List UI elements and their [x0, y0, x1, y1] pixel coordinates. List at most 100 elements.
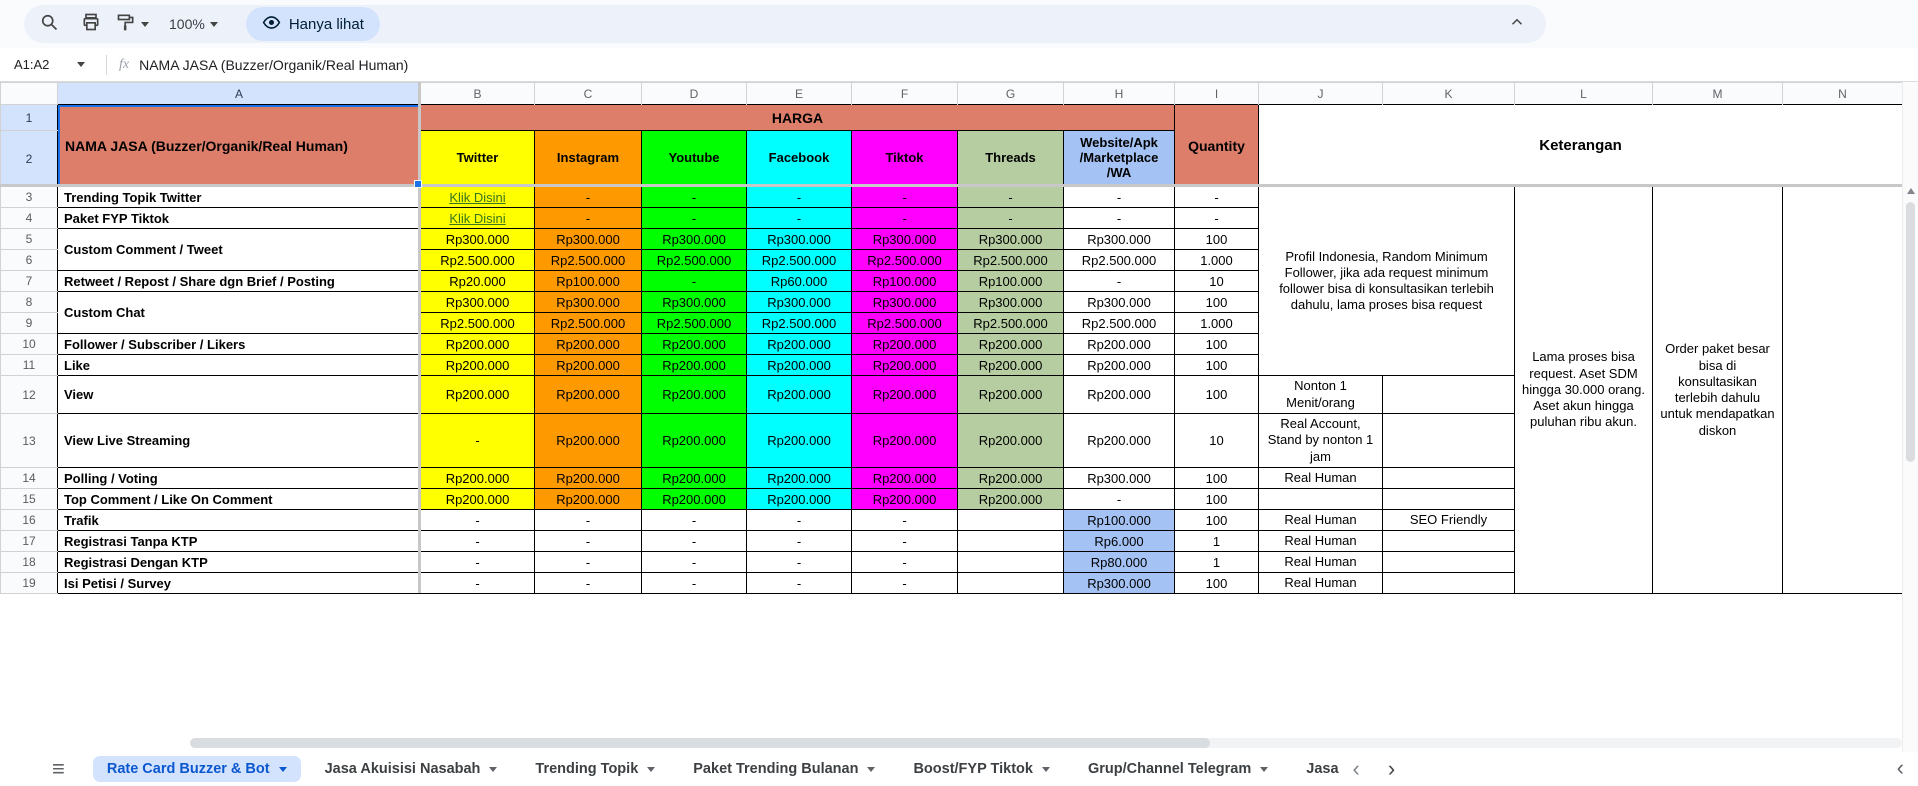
cell-G18[interactable] — [957, 551, 1064, 573]
cell-J14[interactable]: Real Human — [1258, 467, 1383, 489]
cell-C10[interactable]: Rp200.000 — [534, 333, 642, 355]
cell-J15[interactable] — [1258, 488, 1383, 510]
cell-A5-service[interactable]: Custom Comment / Tweet — [57, 228, 421, 271]
cell-E19[interactable]: - — [746, 572, 852, 594]
column-header-B[interactable]: B — [420, 82, 535, 105]
row-header-13[interactable]: 13 — [0, 413, 58, 468]
cell-D12[interactable]: Rp200.000 — [641, 375, 747, 414]
cell-D6[interactable]: Rp2.500.000 — [641, 249, 747, 271]
cell-I13[interactable]: 10 — [1174, 413, 1259, 468]
column-header-A[interactable]: A — [57, 82, 421, 105]
cell-C3[interactable]: - — [534, 186, 642, 208]
cell-E5[interactable]: Rp300.000 — [746, 228, 852, 250]
cell-C14[interactable]: Rp200.000 — [534, 467, 642, 489]
cell-A17-service[interactable]: Registrasi Tanpa KTP — [57, 530, 421, 552]
row-header-16[interactable]: 16 — [0, 509, 58, 531]
cell-B3[interactable]: Klik Disini — [420, 186, 535, 208]
sheet-tab-6[interactable]: Grup/Channel Telegram — [1074, 756, 1282, 782]
cell-I16[interactable]: 100 — [1174, 509, 1259, 531]
cell-B18[interactable]: - — [420, 551, 535, 573]
cell-C11[interactable]: Rp200.000 — [534, 354, 642, 376]
cell-C13[interactable]: Rp200.000 — [534, 413, 642, 468]
print-button[interactable] — [76, 9, 106, 39]
cell-D18[interactable]: - — [641, 551, 747, 573]
cell-G2-platform-header[interactable]: Threads — [957, 130, 1064, 187]
cell-E18[interactable]: - — [746, 551, 852, 573]
cell-H19[interactable]: Rp300.000 — [1063, 572, 1175, 594]
cell-H8[interactable]: Rp300.000 — [1063, 291, 1175, 313]
cell-C7[interactable]: Rp100.000 — [534, 270, 642, 292]
cell-J12[interactable]: Nonton 1 Menit/orang — [1258, 375, 1383, 414]
row-header-12[interactable]: 12 — [0, 375, 58, 414]
cell-E8[interactable]: Rp300.000 — [746, 291, 852, 313]
cell-D11[interactable]: Rp200.000 — [641, 354, 747, 376]
cell-D3[interactable]: - — [641, 186, 747, 208]
cell-B12[interactable]: Rp200.000 — [420, 375, 535, 414]
cell-H15[interactable]: - — [1063, 488, 1175, 510]
cell-C17[interactable]: - — [534, 530, 642, 552]
cell-A10-service[interactable]: Follower / Subscriber / Likers — [57, 333, 421, 355]
cell-H6[interactable]: Rp2.500.000 — [1063, 249, 1175, 271]
cell-L3-note-process[interactable]: Lama proses bisa request. Aset SDM hingg… — [1514, 186, 1653, 594]
cell-F7[interactable]: Rp100.000 — [851, 270, 958, 292]
cell-A8-service[interactable]: Custom Chat — [57, 291, 421, 334]
cell-D14[interactable]: Rp200.000 — [641, 467, 747, 489]
cell-A13-service[interactable]: View Live Streaming — [57, 413, 421, 468]
sheet-tab-5[interactable]: Boost/FYP Tiktok — [899, 756, 1064, 782]
cell-D8[interactable]: Rp300.000 — [641, 291, 747, 313]
column-header-M[interactable]: M — [1652, 82, 1783, 105]
row-header-17[interactable]: 17 — [0, 530, 58, 552]
cell-B8[interactable]: Rp300.000 — [420, 291, 535, 313]
cell-F18[interactable]: - — [851, 551, 958, 573]
cell-F14[interactable]: Rp200.000 — [851, 467, 958, 489]
cell-D5[interactable]: Rp300.000 — [641, 228, 747, 250]
cell-K14[interactable] — [1382, 467, 1515, 489]
cell-F11[interactable]: Rp200.000 — [851, 354, 958, 376]
cell-D17[interactable]: - — [641, 530, 747, 552]
row-header-1[interactable]: 1 — [0, 104, 58, 131]
cell-I4[interactable]: - — [1174, 207, 1259, 229]
cell-E16[interactable]: - — [746, 509, 852, 531]
cell-J13[interactable]: Real Account, Stand by nonton 1 jam — [1258, 413, 1383, 468]
cell-J1-keterangan[interactable]: Keterangan — [1258, 104, 1903, 187]
cell-H9[interactable]: Rp2.500.000 — [1063, 312, 1175, 334]
cell-H2-platform-header[interactable]: Website/Apk /Marketplace /WA — [1063, 130, 1175, 187]
cell-A16-service[interactable]: Trafik — [57, 509, 421, 531]
cell-D15[interactable]: Rp200.000 — [641, 488, 747, 510]
cell-I15[interactable]: 100 — [1174, 488, 1259, 510]
cell-E14[interactable]: Rp200.000 — [746, 467, 852, 489]
cell-B4[interactable]: Klik Disini — [420, 207, 535, 229]
row-header-19[interactable]: 19 — [0, 572, 58, 594]
cell-E4[interactable]: - — [746, 207, 852, 229]
cell-B1-harga[interactable]: HARGA — [420, 104, 1175, 131]
cell-H14[interactable]: Rp300.000 — [1063, 467, 1175, 489]
search-button[interactable] — [34, 9, 64, 39]
sheet-tab-3[interactable]: Trending Topik — [521, 756, 669, 782]
cell-H7[interactable]: - — [1063, 270, 1175, 292]
cell-M3-note-discount[interactable]: Order paket besar bisa di konsultasikan … — [1652, 186, 1783, 594]
cell-I17[interactable]: 1 — [1174, 530, 1259, 552]
cell-H12[interactable]: Rp200.000 — [1063, 375, 1175, 414]
cell-C2-platform-header[interactable]: Instagram — [534, 130, 642, 187]
row-header-18[interactable]: 18 — [0, 551, 58, 573]
cell-C15[interactable]: Rp200.000 — [534, 488, 642, 510]
cell-G14[interactable]: Rp200.000 — [957, 467, 1064, 489]
cell-G5[interactable]: Rp300.000 — [957, 228, 1064, 250]
cell-F16[interactable]: - — [851, 509, 958, 531]
cell-B9[interactable]: Rp2.500.000 — [420, 312, 535, 334]
cell-A1-nama-jasa[interactable]: NAMA JASA (Buzzer/Organik/Real Human) — [57, 104, 421, 187]
cell-E15[interactable]: Rp200.000 — [746, 488, 852, 510]
cell-F9[interactable]: Rp2.500.000 — [851, 312, 958, 334]
cell-J16[interactable]: Real Human — [1258, 509, 1383, 531]
column-header-H[interactable]: H — [1063, 82, 1175, 105]
cell-I1-quantity[interactable]: Quantity — [1174, 104, 1259, 187]
cell-I8[interactable]: 100 — [1174, 291, 1259, 313]
cell-A7-service[interactable]: Retweet / Repost / Share dgn Brief / Pos… — [57, 270, 421, 292]
paint-format-button[interactable] — [116, 9, 149, 39]
cell-K13[interactable] — [1382, 413, 1515, 468]
cell-H16[interactable]: Rp100.000 — [1063, 509, 1175, 531]
row-header-5[interactable]: 5 — [0, 228, 58, 250]
cell-D13[interactable]: Rp200.000 — [641, 413, 747, 468]
cell-I14[interactable]: 100 — [1174, 467, 1259, 489]
cell-B10[interactable]: Rp200.000 — [420, 333, 535, 355]
